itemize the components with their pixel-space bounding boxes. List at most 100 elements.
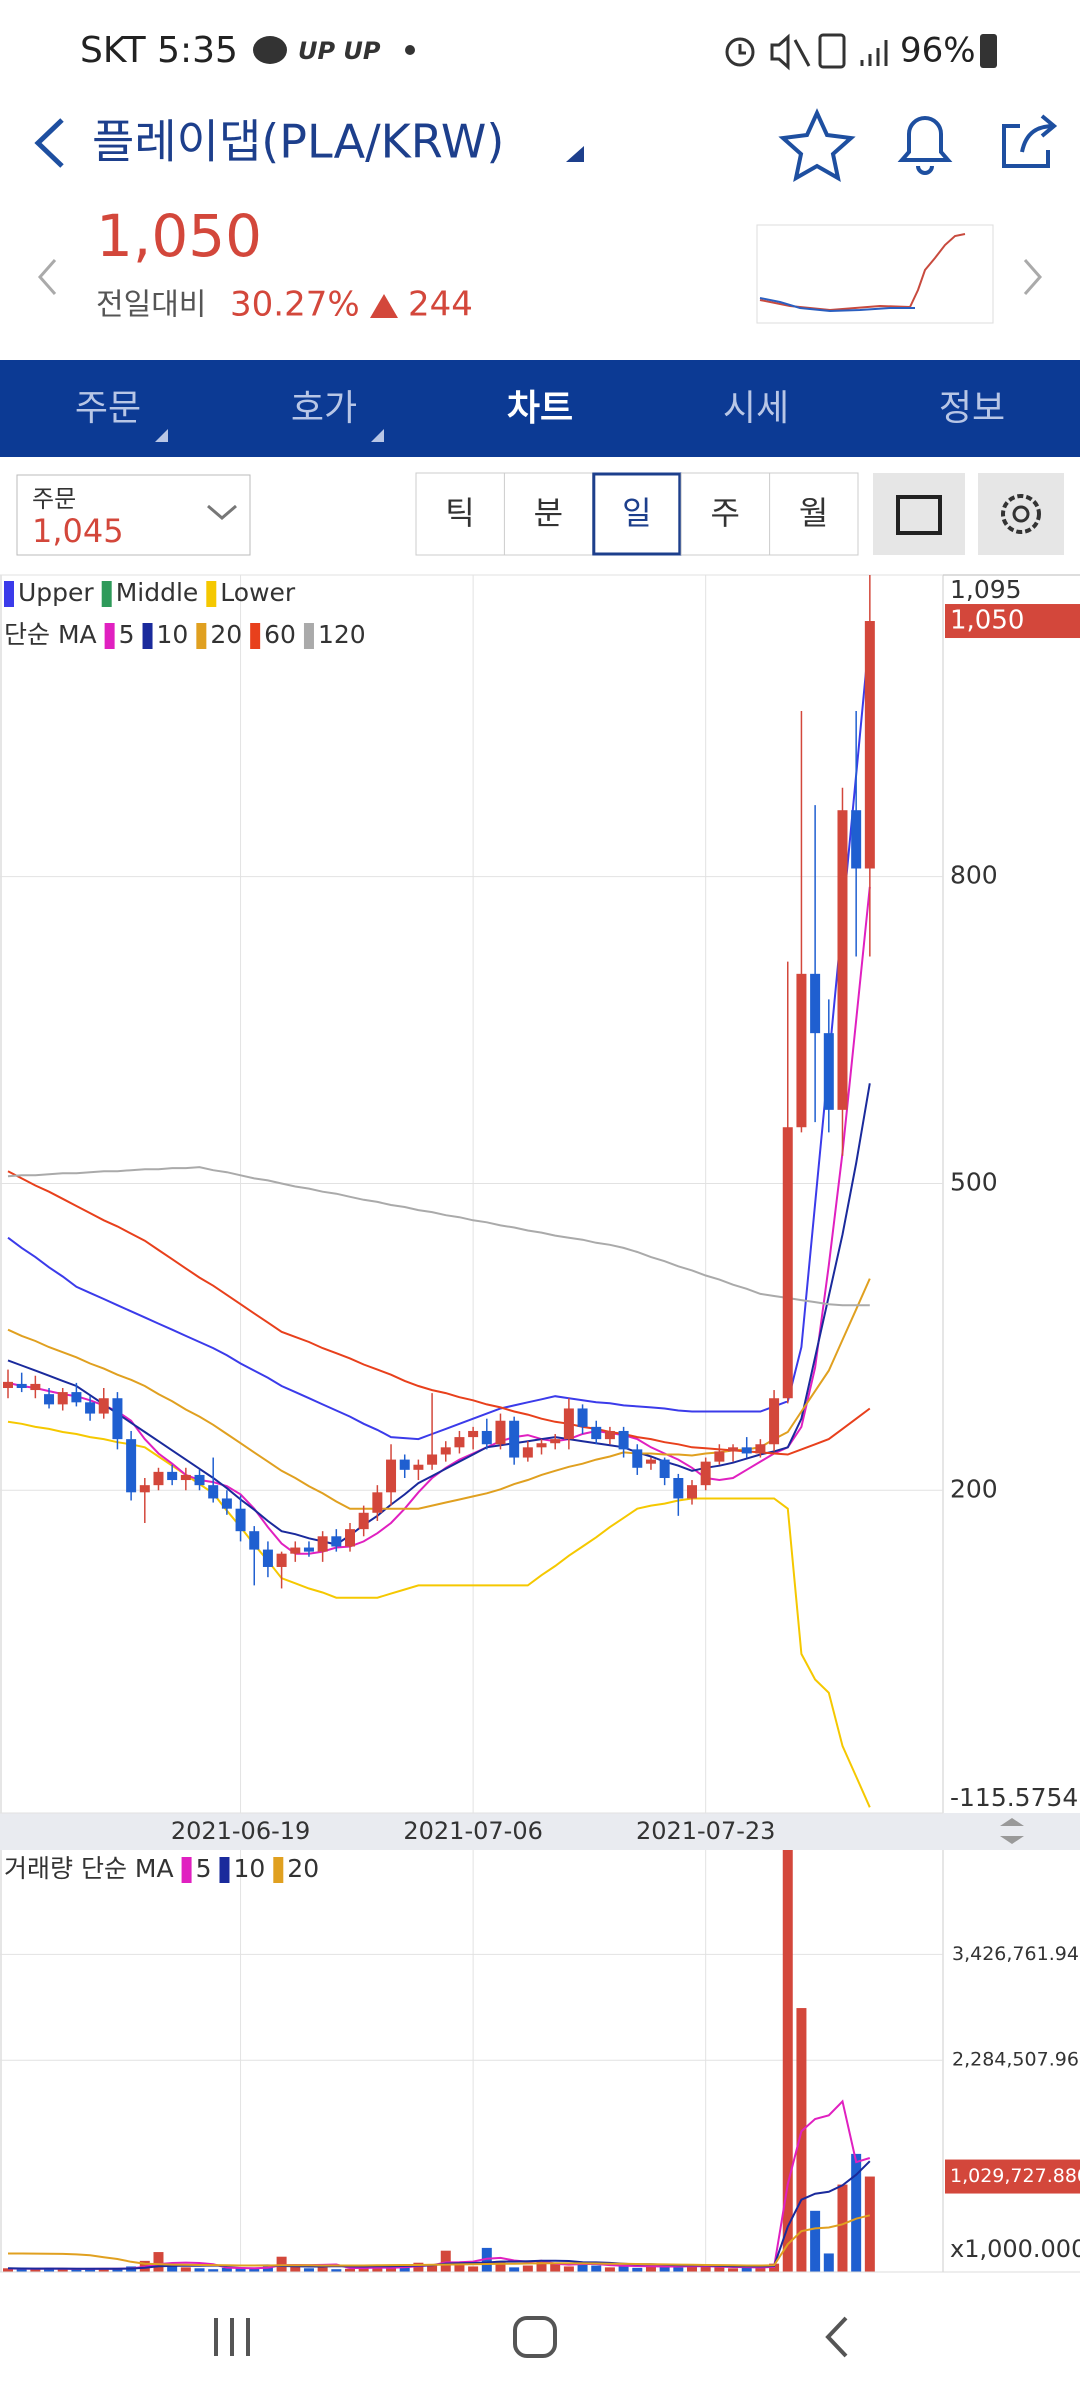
order-box[interactable]	[16, 474, 251, 556]
title-dropdown[interactable]	[566, 146, 584, 162]
candle-body	[796, 973, 807, 1128]
volume-bar	[153, 2252, 164, 2272]
indicator-line	[7, 2099, 871, 2270]
volume-bar	[810, 2210, 821, 2272]
y-tick-label: 500	[950, 1167, 998, 1196]
legend-swatch	[273, 1857, 284, 1883]
volume-bar	[16, 2268, 27, 2272]
indicator-line	[7, 1166, 870, 1307]
candle-body	[481, 1430, 492, 1445]
coin-title[interactable]: 플레이댑(PLA/KRW)	[92, 115, 504, 169]
tab[interactable]: 정보	[939, 388, 1005, 429]
volume-bar	[399, 2266, 410, 2272]
candle-body	[427, 1454, 438, 1465]
volume-bar	[358, 2268, 369, 2272]
share-button[interactable]	[1002, 114, 1058, 168]
candle-body	[851, 810, 862, 869]
legend-item: 10	[157, 620, 189, 649]
volume-bar	[468, 2266, 479, 2272]
layout-icon	[896, 495, 942, 535]
status-badge: UP UP	[298, 37, 381, 65]
legend-swatch	[196, 623, 207, 649]
volume-bar	[427, 2264, 438, 2272]
x-tick-label: 2021-07-06	[403, 1817, 542, 1845]
volume-bar	[550, 2263, 561, 2272]
candle-body	[728, 1447, 739, 1452]
status-icons	[725, 33, 888, 71]
candle-body	[331, 1536, 342, 1547]
order-dropdown[interactable]	[207, 504, 237, 520]
legend-item: Middle	[116, 578, 199, 607]
x-tick-label: 2021-06-19	[171, 1817, 310, 1845]
volume-bar	[112, 2269, 123, 2272]
tab[interactable]: 호가	[291, 388, 357, 429]
candle-body	[618, 1430, 629, 1450]
volume-bar	[194, 2268, 205, 2272]
candle-body	[550, 1439, 561, 1444]
legend-swatch	[303, 623, 314, 649]
candle-body	[604, 1430, 615, 1440]
candle-body	[673, 1478, 684, 1499]
volume-bar	[687, 2265, 697, 2272]
candle-body	[249, 1531, 260, 1550]
status-dot	[405, 45, 415, 55]
y-tick-label: -115.5754	[950, 1783, 1078, 1812]
candle-body	[632, 1449, 643, 1468]
volume-bar	[509, 2267, 520, 2272]
candle-body	[440, 1447, 451, 1455]
volume-bar	[536, 2261, 547, 2272]
volume-bar	[454, 2263, 465, 2272]
tab[interactable]: 주문	[75, 388, 141, 429]
resize-handle[interactable]	[1000, 1818, 1024, 1844]
alarm-button[interactable]	[897, 116, 953, 175]
nav-recent[interactable]	[214, 2318, 250, 2356]
candle-body	[262, 1549, 273, 1567]
candle-body	[276, 1553, 287, 1567]
candle-body	[399, 1459, 410, 1470]
tab-bar	[0, 360, 1080, 457]
volume-bar	[851, 2153, 862, 2272]
volume-bar	[741, 2267, 752, 2272]
volume-bar	[44, 2267, 55, 2272]
volume-unit: x1,000.000	[950, 2235, 1080, 2263]
period-button[interactable]: 일	[622, 494, 651, 532]
period-button[interactable]: 월	[799, 494, 828, 532]
tab[interactable]: 시세	[723, 388, 789, 429]
candle-body	[714, 1451, 725, 1462]
volume-bar	[167, 2266, 178, 2272]
settings-button[interactable]	[978, 473, 1064, 555]
period-button[interactable]: 주	[710, 494, 739, 532]
candle-body	[755, 1444, 766, 1454]
favorite-button[interactable]	[778, 108, 856, 182]
y-tick-label: 3,426,761.941	[952, 1943, 1080, 1965]
tab[interactable]: 차트	[507, 388, 573, 429]
period-button[interactable]: 분	[534, 494, 563, 532]
volume-bar	[645, 2264, 656, 2272]
layout-button[interactable]	[873, 473, 965, 555]
legend-item: Upper	[18, 578, 94, 607]
candle-body	[454, 1437, 465, 1448]
volume-bar	[522, 2265, 533, 2272]
candle-body	[71, 1392, 82, 1403]
candle-body	[221, 1498, 232, 1509]
next-coin[interactable]	[1023, 259, 1043, 295]
nav-back[interactable]	[825, 2316, 848, 2358]
period-button[interactable]: 틱	[445, 494, 474, 532]
legend-swatch	[206, 581, 217, 607]
prev-coin[interactable]	[37, 259, 57, 295]
nav-home[interactable]	[513, 2316, 557, 2358]
up-triangle	[370, 294, 398, 318]
current-price: 1,050	[96, 202, 262, 270]
settings-icon	[1001, 494, 1041, 534]
volume-bar	[85, 2268, 96, 2272]
candle-body	[823, 1033, 834, 1110]
candle-body	[536, 1443, 547, 1448]
back-button[interactable]	[34, 118, 64, 168]
date-strip	[0, 1813, 1080, 1850]
volume-bar	[317, 2267, 328, 2272]
volume-bar	[577, 2262, 588, 2272]
candle-body	[769, 1398, 780, 1445]
legend-item: 5	[196, 1854, 212, 1883]
candle-body	[57, 1392, 68, 1405]
legend-item: 5	[119, 620, 135, 649]
